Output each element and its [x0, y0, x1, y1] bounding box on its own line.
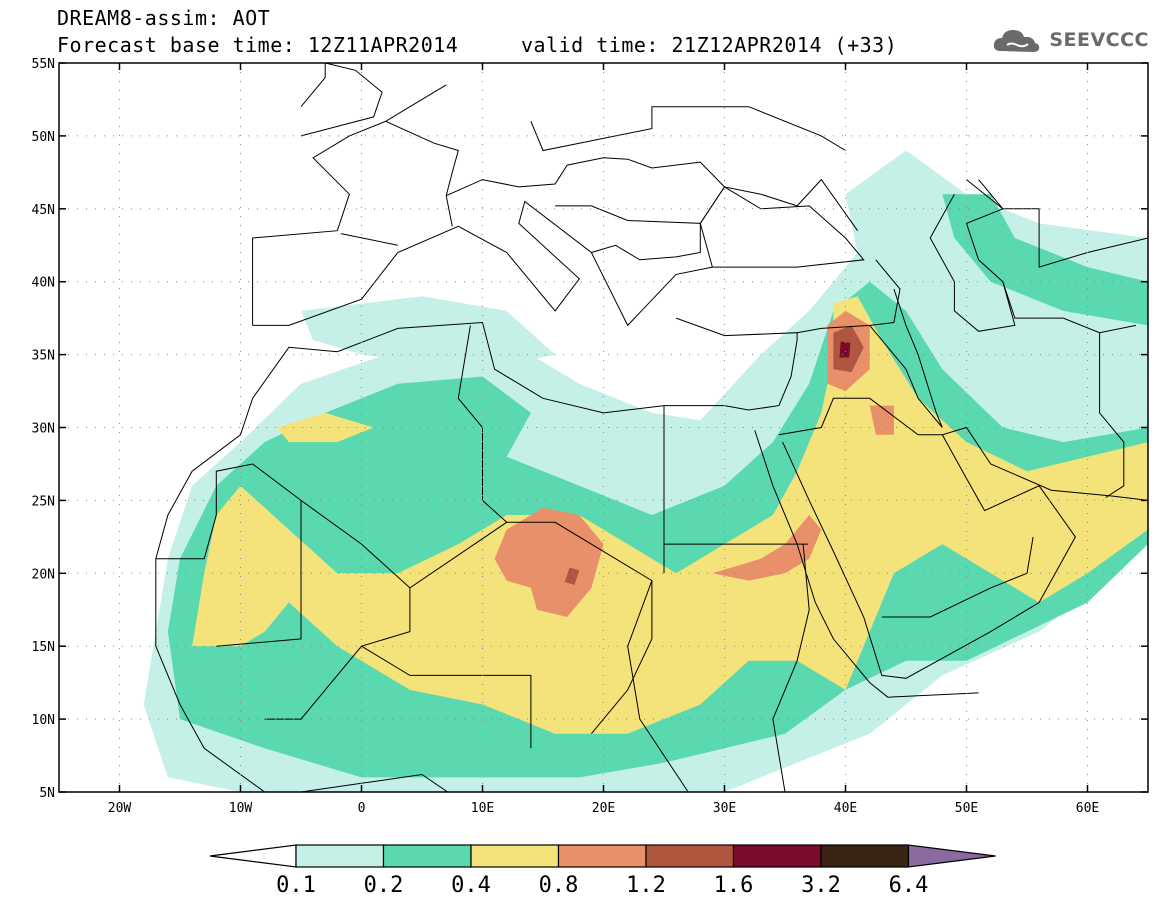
colorbar-high-arrow	[907, 844, 996, 868]
aot-low-north	[301, 296, 556, 370]
aot-orange-sudan	[712, 515, 822, 581]
lat-tick-label: 55N	[32, 57, 55, 72]
coast-black-sea-north	[699, 178, 859, 231]
colorbar-swatch	[470, 844, 560, 868]
lon-tick-label: 20W	[108, 801, 132, 816]
coast-atlantic-europe	[252, 84, 447, 326]
coast-gulf-guinea	[300, 773, 449, 792]
border-europe-2	[445, 157, 725, 227]
colorbar-label: 3.2	[801, 873, 841, 898]
aot-contours	[143, 150, 1148, 792]
lon-tick-label: 10E	[471, 801, 494, 816]
lon-tick-label: 40E	[834, 801, 857, 816]
colorbar-swatch	[557, 844, 647, 868]
country-borders	[155, 63, 1148, 792]
coast-red-sea-east	[782, 426, 1148, 679]
border-iran-1	[893, 288, 943, 428]
lat-tick-label: 50N	[32, 130, 55, 145]
colorbar-swatch	[820, 844, 910, 868]
coast-africa-south	[155, 558, 265, 792]
lat-tick-label: 25N	[32, 494, 55, 509]
lon-tick-label: 50E	[955, 801, 978, 816]
lon-tick-label: 30E	[713, 801, 736, 816]
aot-high-west	[276, 412, 374, 443]
lat-tick-label: 35N	[32, 349, 55, 364]
colorbar-swatch	[295, 844, 385, 868]
coast-turkey-south	[675, 317, 798, 340]
coast-britain	[300, 63, 383, 137]
lon-tick-label: 60E	[1076, 801, 1099, 816]
aot-mid-caspian	[942, 194, 1148, 326]
colorbar-swatch	[645, 844, 735, 868]
border-niger-nigeria	[361, 645, 532, 749]
border-europe-4	[530, 106, 846, 152]
border-arabia-3	[881, 536, 1034, 618]
colorbar-label: 1.6	[714, 873, 754, 898]
lon-tick-label: 20E	[592, 801, 615, 816]
border-turkey-east	[797, 259, 901, 334]
colorbar-label: 0.1	[276, 873, 316, 898]
coast-red-sea-west	[754, 430, 979, 698]
colorbar-label: 0.8	[539, 873, 579, 898]
colorbar-swatch	[732, 844, 822, 868]
logo-text: SEEVCCC	[1049, 29, 1149, 51]
coast-europe-south	[252, 186, 865, 327]
border-kazakh	[966, 179, 1148, 268]
coast-africa-west	[155, 321, 798, 559]
aot-brown-chad	[564, 567, 580, 585]
border-europe-3	[385, 120, 459, 196]
aot-dark-iraq	[839, 341, 851, 358]
border-mauritania-mali	[216, 500, 302, 647]
border-turkmen	[1002, 281, 1136, 334]
cloud-icon	[994, 30, 1040, 52]
colorbar-swatch	[382, 844, 472, 868]
border-sahel-1	[155, 463, 653, 735]
lon-tick-label: 0	[358, 801, 366, 816]
border-arabia-1	[778, 397, 943, 436]
colorbar-label: 6.4	[889, 873, 929, 898]
colorbar-label: 0.2	[364, 873, 404, 898]
seevccc-logo: SEEVCCC	[991, 25, 1149, 55]
coast-caspian	[929, 179, 1016, 332]
lat-tick-label: 5N	[39, 786, 55, 801]
lat-tick-label: 20N	[32, 567, 55, 582]
lat-tick-label: 40N	[32, 276, 55, 291]
lon-tick-label: 10W	[229, 801, 253, 816]
border-arabia-2	[869, 325, 943, 428]
border-balkans	[555, 205, 701, 261]
axis-ticks: 20W 10W 0 10E 20E 30E 40E 50E 60E 55N 50N 45N 40N 35N…	[32, 57, 1148, 816]
colorbar-label: 1.2	[626, 873, 666, 898]
aot-high-sahara	[192, 296, 1148, 734]
border-sudan-ethiopia	[772, 544, 810, 792]
map-title: DREAM8-assim: AOT	[57, 6, 271, 30]
lat-tick-label: 10N	[32, 713, 55, 728]
lat-tick-label: 45N	[32, 203, 55, 218]
border-chad-sudan	[627, 580, 689, 792]
colorbar-low-arrow	[209, 844, 297, 868]
border-iran-2	[1099, 332, 1125, 498]
lat-tick-label: 30N	[32, 422, 55, 437]
forecast-times: Forecast base time: 12Z11APR2014 valid t…	[57, 33, 898, 57]
lat-tick-label: 15N	[32, 640, 55, 655]
border-europe-1	[340, 233, 398, 246]
colorbar: 0.1 0.2 0.4 0.8 1.2 1.6 3.2 6.4	[209, 844, 996, 898]
colorbar-label: 0.4	[451, 873, 491, 898]
